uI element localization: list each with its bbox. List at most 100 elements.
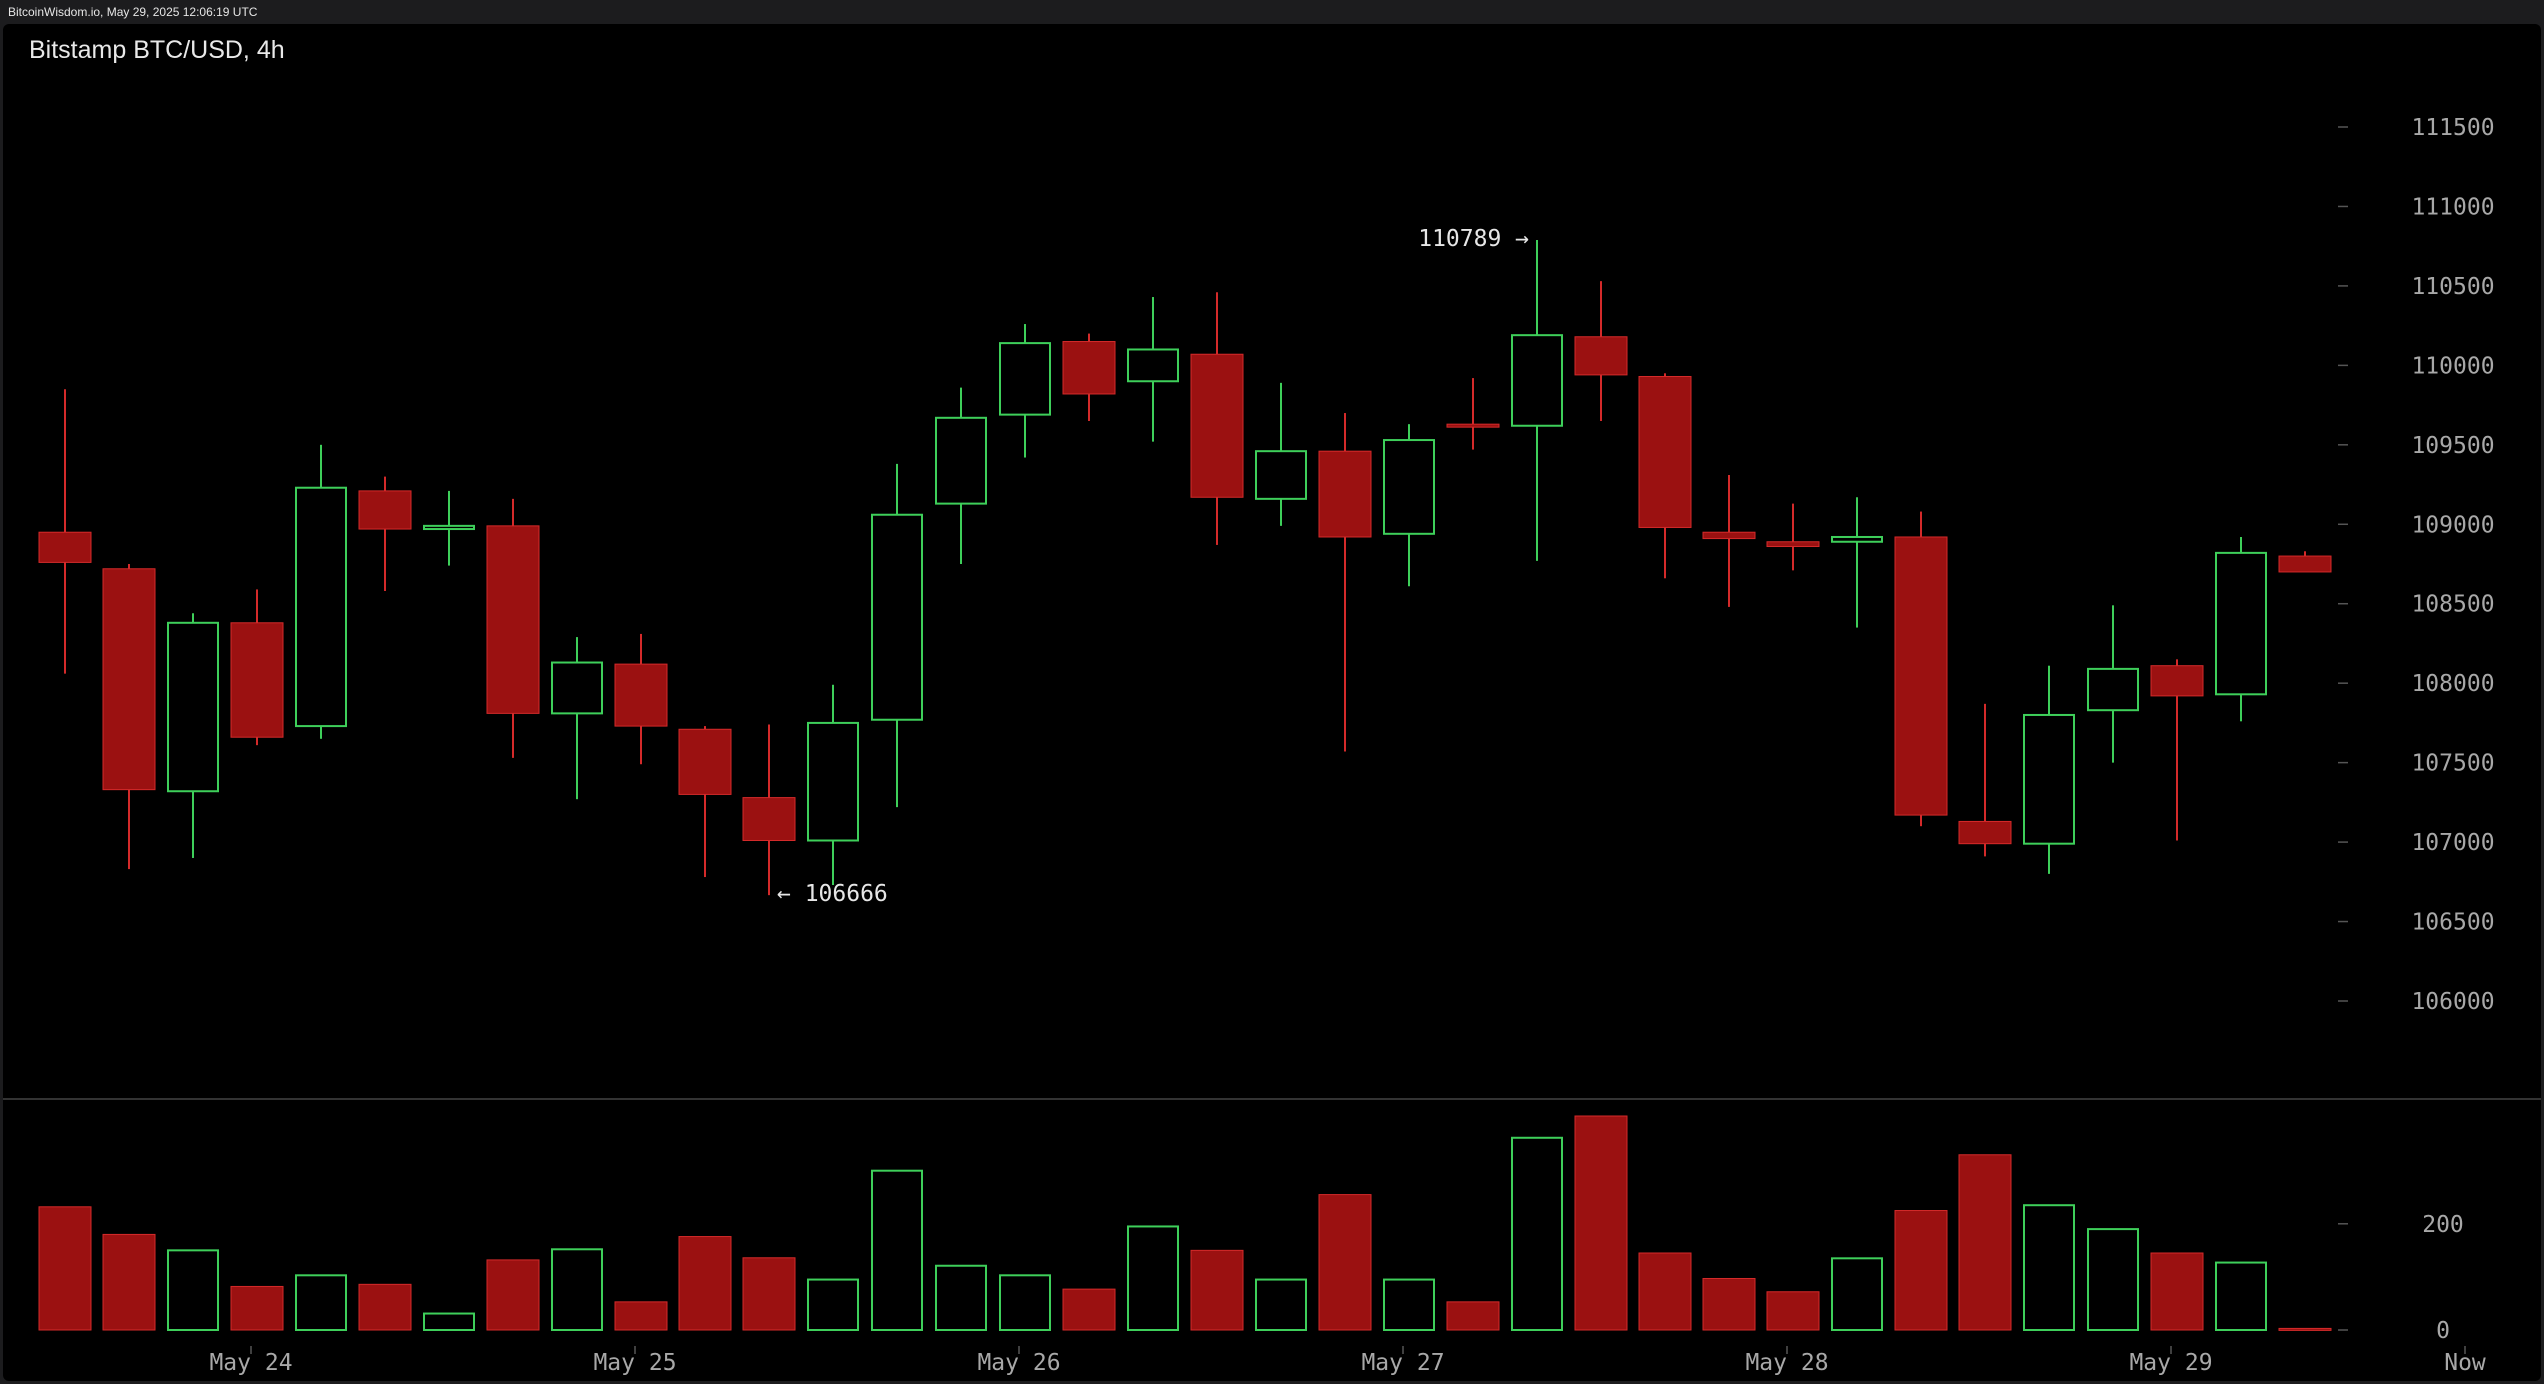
x-axis-label: May 26 <box>977 1350 1060 1376</box>
price-axis-label: 108500 <box>2411 592 2494 618</box>
candle-body[interactable] <box>167 621 219 793</box>
candle-body[interactable] <box>1574 336 1628 376</box>
volume-bar[interactable] <box>1190 1249 1244 1331</box>
price-axis-label: 110000 <box>2411 353 2494 379</box>
volume-bar[interactable] <box>423 1312 475 1331</box>
volume-bar[interactable] <box>807 1278 859 1331</box>
candle-body[interactable] <box>1062 341 1116 395</box>
candle-body[interactable] <box>1702 531 1756 540</box>
price-axis-label: 111500 <box>2411 115 2494 141</box>
price-axis-label: 109500 <box>2411 433 2494 459</box>
volume-bar[interactable] <box>1127 1225 1179 1332</box>
candle-body[interactable] <box>1446 423 1500 428</box>
candle-body[interactable] <box>678 728 732 795</box>
volume-bar[interactable] <box>2278 1327 2332 1331</box>
candle-body[interactable] <box>1383 439 1435 535</box>
x-axis-label: May 28 <box>1745 1350 1828 1376</box>
candle-body[interactable] <box>1127 348 1179 383</box>
volume-bar[interactable] <box>1062 1288 1116 1331</box>
x-axis-label: May 24 <box>209 1350 292 1376</box>
candle-body[interactable] <box>1318 450 1372 538</box>
volume-axis-label: 0 <box>2436 1318 2450 1344</box>
volume-bar[interactable] <box>2150 1252 2204 1331</box>
volume-bar[interactable] <box>2023 1204 2075 1332</box>
volume-bar[interactable] <box>551 1248 603 1332</box>
volume-bar[interactable] <box>295 1274 347 1331</box>
volume-bar[interactable] <box>1255 1278 1307 1331</box>
candle-body[interactable] <box>871 513 923 721</box>
candle-body[interactable] <box>2150 665 2204 697</box>
volume-bar[interactable] <box>1831 1257 1883 1331</box>
candle-body[interactable] <box>486 525 540 714</box>
volume-bar[interactable] <box>1383 1278 1435 1331</box>
x-axis-label: May 29 <box>2129 1350 2212 1376</box>
price-axis-label: 111000 <box>2411 194 2494 220</box>
x-axis-label: May 27 <box>1361 1350 1444 1376</box>
candle-body[interactable] <box>1958 820 2012 845</box>
candle-body[interactable] <box>1638 375 1692 528</box>
candle-body[interactable] <box>935 416 987 505</box>
price-axis-label: 110500 <box>2411 274 2494 300</box>
candle-body[interactable] <box>1511 334 1563 427</box>
price-axis-label: 106000 <box>2411 989 2494 1015</box>
volume-bar[interactable] <box>230 1285 284 1331</box>
price-axis-label: 107500 <box>2411 751 2494 777</box>
volume-bar[interactable] <box>1894 1210 1948 1331</box>
candle-body[interactable] <box>551 661 603 715</box>
candle-body[interactable] <box>742 797 796 842</box>
candle-body[interactable] <box>423 524 475 531</box>
candle-body[interactable] <box>2087 667 2139 712</box>
volume-axis-label: 200 <box>2422 1212 2464 1238</box>
price-axis-label: 106500 <box>2411 910 2494 936</box>
volume-bar[interactable] <box>1318 1194 1372 1331</box>
candlestick-chart[interactable]: 111500 111000 110500 110000 109500 109000 1085… <box>3 24 2541 1381</box>
volume-bar[interactable] <box>486 1259 540 1331</box>
volume-bar[interactable] <box>167 1249 219 1332</box>
volume-bar[interactable] <box>1446 1301 1500 1331</box>
high-price-annotation: 110789 → <box>1418 226 1529 252</box>
candle-body[interactable] <box>2278 555 2332 573</box>
volume-bar[interactable] <box>742 1257 796 1331</box>
candle-body[interactable] <box>358 490 412 530</box>
volume-bar[interactable] <box>935 1264 987 1332</box>
candle-body[interactable] <box>1894 536 1948 816</box>
volume-bar[interactable] <box>678 1236 732 1331</box>
volume-bar[interactable] <box>1958 1154 2012 1331</box>
candle-body[interactable] <box>614 663 668 727</box>
volume-bar[interactable] <box>999 1274 1051 1331</box>
candle-body[interactable] <box>102 568 156 791</box>
volume-bar[interactable] <box>2087 1228 2139 1331</box>
page-header: BitcoinWisdom.io, May 29, 2025 12:06:19 … <box>0 0 2544 24</box>
volume-bar[interactable] <box>102 1233 156 1331</box>
volume-bar[interactable] <box>38 1206 92 1331</box>
volume-bar[interactable] <box>1766 1291 1820 1331</box>
candle-body[interactable] <box>1831 535 1883 543</box>
header-text: BitcoinWisdom.io, May 29, 2025 12:06:19 … <box>8 5 258 19</box>
candle-body[interactable] <box>2023 713 2075 845</box>
volume-bar[interactable] <box>614 1301 668 1331</box>
volume-bar[interactable] <box>1702 1277 1756 1331</box>
volume-bar[interactable] <box>1511 1136 1563 1332</box>
price-axis-label: 109000 <box>2411 512 2494 538</box>
x-axis-label: May 25 <box>593 1350 676 1376</box>
price-axis-label: 107000 <box>2411 830 2494 856</box>
candle-body[interactable] <box>230 622 284 738</box>
volume-bar[interactable] <box>1638 1252 1692 1331</box>
volume-bar[interactable] <box>871 1169 923 1332</box>
candle-body[interactable] <box>1766 541 1820 548</box>
chart-panel[interactable]: 111500 111000 110500 110000 109500 109000 1085… <box>3 24 2541 1381</box>
volume-bar[interactable] <box>1574 1115 1628 1331</box>
volume-bar[interactable] <box>2215 1261 2267 1331</box>
x-axis-label: Now <box>2444 1350 2486 1376</box>
candle-body[interactable] <box>999 342 1051 416</box>
candle-body[interactable] <box>1255 450 1307 500</box>
candle-body[interactable] <box>2215 551 2267 696</box>
candle-body[interactable] <box>807 721 859 842</box>
candle-body[interactable] <box>295 486 347 728</box>
candle-body[interactable] <box>1190 353 1244 498</box>
chart-title: Bitstamp BTC/USD, 4h <box>29 36 285 64</box>
price-axis-label: 108000 <box>2411 671 2494 697</box>
candle-body[interactable] <box>38 531 92 563</box>
low-price-annotation: ← 106666 <box>777 881 888 907</box>
volume-bar[interactable] <box>358 1283 412 1331</box>
